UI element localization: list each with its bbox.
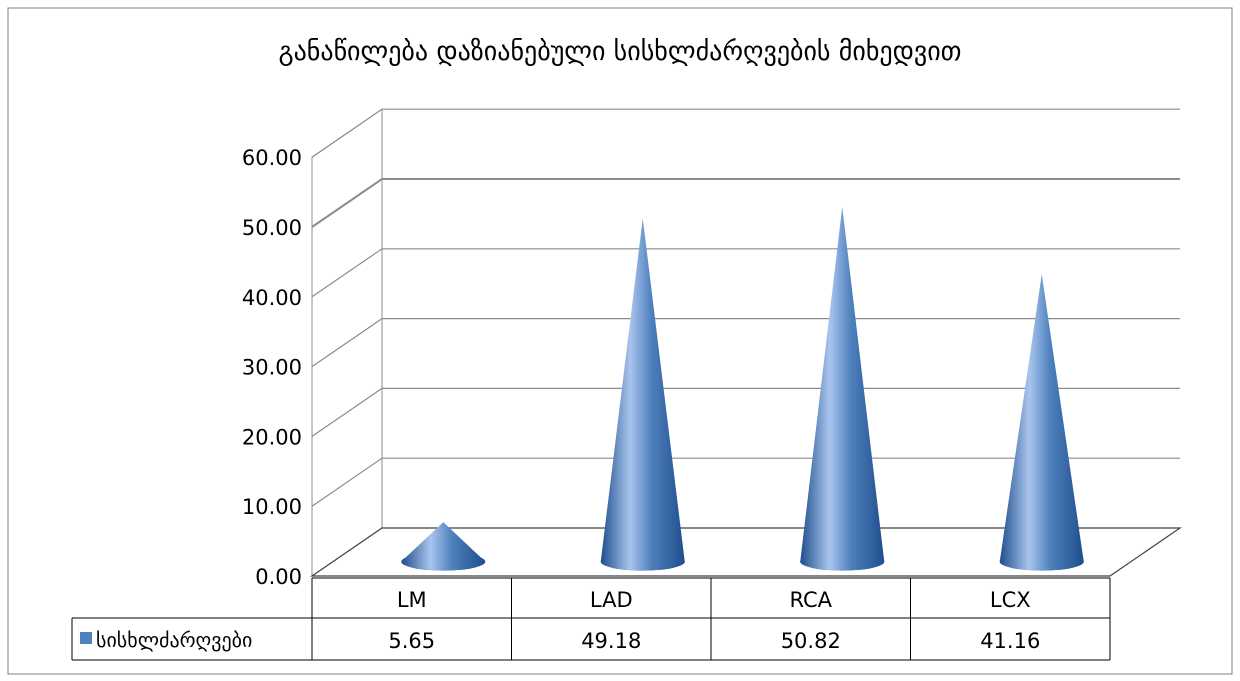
legend-series-name: სისხლძარღვები xyxy=(96,628,252,652)
cone-series xyxy=(401,206,1084,571)
y-tick-label: 20.00 xyxy=(242,425,302,449)
y-tick-label: 50.00 xyxy=(242,216,302,240)
x-category-label: RCA xyxy=(789,588,832,612)
gridline xyxy=(311,178,1180,228)
x-category-label: LM xyxy=(397,588,427,612)
gridline xyxy=(311,248,1180,298)
legend-key xyxy=(80,632,92,644)
cone-lad xyxy=(600,218,685,571)
data-value-label: 41.16 xyxy=(980,629,1040,653)
cone-body xyxy=(401,522,486,571)
cone-body xyxy=(600,218,685,571)
data-value-label: 50.82 xyxy=(781,629,841,653)
y-tick-label: 10.00 xyxy=(242,495,302,519)
data-value-label: 49.18 xyxy=(581,629,641,653)
chart-title: განაწილება დაზიანებული სისხლძარღვების მი… xyxy=(279,37,962,67)
cone-lm xyxy=(401,522,486,571)
floor xyxy=(310,527,1182,577)
cone-body xyxy=(999,274,1084,571)
data-table: LM LAD RCA LCX 5.65 49.18 50.82 41.16 სისხლძარღვ… xyxy=(71,577,1111,661)
gridlines xyxy=(311,108,1180,507)
y-tick-label: 0.00 xyxy=(255,565,302,589)
cone-body xyxy=(800,206,885,571)
gridline xyxy=(311,318,1180,368)
x-category-label: LAD xyxy=(590,588,633,612)
gridline xyxy=(311,387,1180,437)
gridline xyxy=(311,457,1180,507)
cone-rca xyxy=(800,206,885,571)
y-tick-label: 40.00 xyxy=(242,286,302,310)
data-value-label: 5.65 xyxy=(388,629,435,653)
y-axis-tick-labels: 0.00 10.00 20.00 30.00 40.00 50.00 60.00 xyxy=(242,146,302,589)
cone-lcx xyxy=(999,274,1084,571)
y-tick-label: 60.00 xyxy=(242,146,302,170)
x-category-label: LCX xyxy=(990,588,1031,612)
gridline xyxy=(311,108,1180,158)
y-tick-label: 30.00 xyxy=(242,356,302,380)
